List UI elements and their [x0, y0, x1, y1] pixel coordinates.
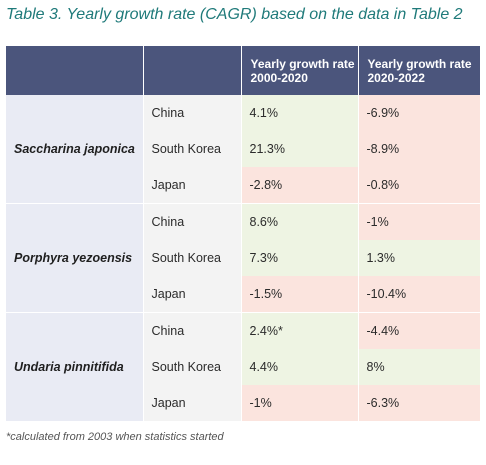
rate-cell-rate-2000-2020: 7.3%	[241, 240, 359, 276]
table-row: South Korea 7.3% 1.3%	[6, 240, 480, 276]
table-row: Japan -2.8% -0.8%	[6, 167, 480, 204]
table-header: Yearly growth rate 2000-2020 Yearly grow…	[6, 46, 480, 95]
country-cell: South Korea	[143, 131, 242, 167]
table-title: Table 3. Yearly growth rate (CAGR) based…	[6, 6, 463, 23]
header-rate-2000-2020: Yearly growth rate 2000-2020	[241, 46, 359, 95]
rate-cell-rate-2000-2020: -1%	[241, 385, 359, 422]
rate-cell-rate-2020-2022: -6.9%	[358, 95, 480, 131]
country-cell: Japan	[143, 167, 242, 204]
country-cell: Japan	[143, 385, 242, 422]
rate-cell-rate-2020-2022: -1%	[358, 203, 480, 240]
table-body: Saccharina japonica China 4.1% -6.9% South K…	[6, 95, 480, 422]
table-row: Japan -1.5% -10.4%	[6, 276, 480, 313]
rate-cell-rate-2020-2022: -8.9%	[358, 131, 480, 167]
rate-cell-rate-2000-2020: -2.8%	[241, 167, 359, 204]
species-cell: Saccharina japonica	[6, 95, 144, 204]
country-cell: China	[143, 312, 242, 349]
rate-cell-rate-2020-2022: -6.3%	[358, 385, 480, 422]
country-cell: South Korea	[143, 349, 242, 385]
header-rate-2020-2022: Yearly growth rate 2020-2022	[358, 46, 480, 95]
table-row: South Korea 21.3% -8.9%	[6, 131, 480, 167]
rate-cell-rate-2020-2022: 8%	[358, 349, 480, 385]
rate-cell-rate-2020-2022: -10.4%	[358, 276, 480, 313]
rate-cell-rate-2000-2020: 2.4%*	[241, 312, 359, 349]
rate-cell-rate-2000-2020: 4.1%	[241, 95, 359, 131]
table-row: Japan -1% -6.3%	[6, 385, 480, 422]
rate-cell-rate-2020-2022: 1.3%	[358, 240, 480, 276]
table-row: Saccharina japonica China 4.1% -6.9%	[6, 95, 480, 204]
country-cell: Japan	[143, 276, 242, 313]
rate-cell-rate-2000-2020: -1.5%	[241, 276, 359, 313]
table-row: Undaria pinnitifida China 2.4%* -4.4%	[6, 312, 480, 422]
rate-cell-rate-2000-2020: 8.6%	[241, 203, 359, 240]
table-row: Porphyra yezoensis China 8.6% -1%	[6, 203, 480, 313]
country-cell: China	[143, 95, 242, 131]
rate-cell-rate-2020-2022: -4.4%	[358, 312, 480, 349]
header-row: Yearly growth rate 2000-2020 Yearly grow…	[6, 46, 480, 95]
rate-cell-rate-2000-2020: 4.4%	[241, 349, 359, 385]
growth-rate-table: Yearly growth rate 2000-2020 Yearly grow…	[6, 46, 480, 422]
rate-cell-rate-2020-2022: -0.8%	[358, 167, 480, 204]
rate-cell-rate-2000-2020: 21.3%	[241, 131, 359, 167]
country-cell: South Korea	[143, 240, 242, 276]
country-cell: China	[143, 203, 242, 240]
species-cell: Undaria pinnitifida	[6, 312, 144, 422]
table-row: South Korea 4.4% 8%	[6, 349, 480, 385]
footnote: *calculated from 2003 when statistics st…	[6, 431, 224, 443]
header-country	[143, 46, 242, 95]
species-cell: Porphyra yezoensis	[6, 203, 144, 313]
header-species	[6, 46, 144, 95]
